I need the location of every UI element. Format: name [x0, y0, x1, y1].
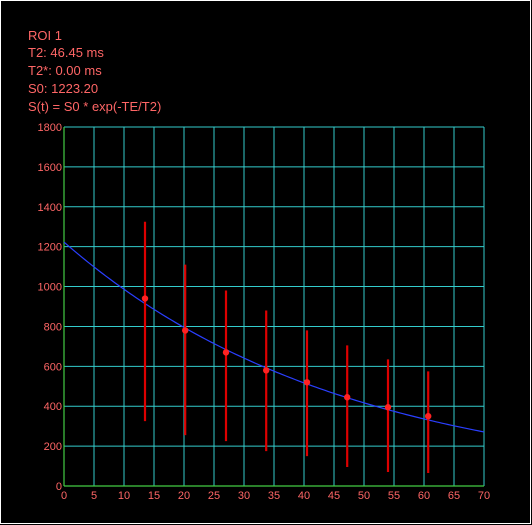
data-point [384, 404, 392, 411]
y-tick-label: 0 [56, 481, 62, 493]
s0-value: S0: 1223.20 [28, 81, 98, 96]
x-tick-label: 70 [478, 490, 490, 502]
x-tick-label: 35 [268, 490, 280, 502]
t2-value: T2: 46.45 ms [28, 45, 104, 60]
data-point [182, 327, 189, 334]
tick-labels: 0 5 10 15 20 25 30 35 40 45 50 55 60 65 70 0 200 400 600 80… [38, 122, 491, 502]
y-tick-label: 600 [44, 361, 62, 373]
data-point [303, 379, 311, 386]
data-point [222, 349, 230, 356]
y-tick-label: 1800 [38, 122, 62, 134]
y-tick-label: 400 [44, 401, 62, 413]
data-point [141, 295, 149, 302]
data-point [425, 412, 432, 420]
fit-curve [63, 241, 485, 433]
data-points-layer [141, 221, 432, 474]
grid-lines [64, 126, 485, 486]
y-tick-label: 1600 [38, 162, 62, 174]
y-tick-label: 1200 [38, 242, 62, 254]
x-tick-label: 65 [448, 490, 460, 502]
t2star-value: T2*: 0.00 ms [28, 63, 102, 78]
axes [63, 127, 484, 487]
x-tick-label: 20 [178, 490, 190, 502]
y-tick-label: 1000 [38, 282, 62, 294]
roi-label: ROI 1 [28, 28, 62, 43]
x-tick-label: 15 [148, 490, 160, 502]
x-tick-label: 10 [118, 490, 130, 502]
x-tick-label: 45 [328, 490, 340, 502]
x-tick-label: 0 [61, 490, 67, 502]
data-point [344, 394, 351, 401]
x-tick-label: 30 [238, 490, 250, 502]
x-tick-label: 40 [298, 490, 310, 502]
y-tick-label: 1400 [38, 202, 62, 214]
y-tick-label: 200 [44, 441, 62, 453]
data-point [263, 367, 270, 374]
fit-curve-layer [63, 241, 485, 433]
info-text-block: ROI 1 T2: 46.45 ms T2*: 0.00 ms S0: 1223… [28, 28, 161, 114]
fit-formula: S(t) = S0 * exp(-TE/T2) [28, 99, 161, 114]
x-tick-label: 5 [91, 490, 97, 502]
x-tick-label: 60 [418, 490, 430, 502]
x-tick-label: 55 [388, 490, 400, 502]
y-tick-label: 800 [44, 321, 62, 333]
x-tick-label: 50 [358, 490, 370, 502]
x-tick-label: 25 [208, 490, 220, 502]
